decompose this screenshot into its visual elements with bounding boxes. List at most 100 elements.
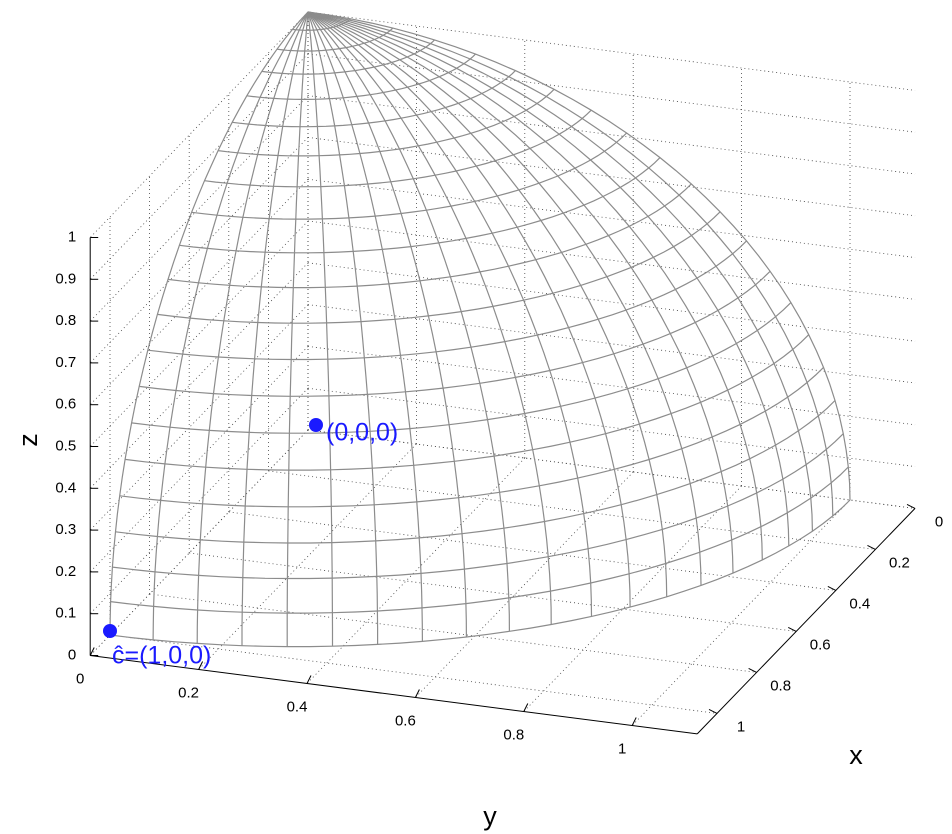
grid-line [89,262,309,489]
mesh-line [307,11,763,560]
tick-mark [523,703,529,712]
z-tick-label: 0.8 [55,312,76,329]
y-tick-label: 0.2 [178,684,199,701]
mesh-line [125,334,810,471]
mesh-line [191,132,628,220]
mesh-line [196,11,309,644]
mesh-line [307,11,734,574]
grid-line [307,346,916,426]
z-tick-label: 0.9 [55,270,76,287]
grid-line [307,95,916,175]
grid-line [631,499,851,726]
grid-line [89,220,309,447]
mesh-line [286,11,309,647]
x-axis-label: x [849,740,863,770]
tick-mark [867,544,876,550]
tick-mark [748,667,757,673]
tick-mark [827,585,837,591]
grid-line [415,471,634,698]
mesh-line [307,11,467,638]
tick-mark [708,708,718,714]
mesh-line [110,466,849,614]
mesh-line [307,11,702,586]
grid-line [89,429,309,656]
mesh-line [307,11,334,647]
z-tick-label: 0.7 [55,354,76,371]
mesh-line [307,11,631,608]
z-tick-label: 0.1 [55,605,76,622]
mesh-line [307,11,790,546]
y-tick-label: 0.6 [395,712,416,729]
annotation: ĉ=(1,0,0) [112,642,211,670]
grid-line [523,485,742,712]
grid-line [89,95,309,322]
grid-line [89,53,309,280]
mesh-line [307,11,593,617]
grid-line [307,53,916,133]
z-tick-label: 1 [68,228,76,245]
tick-mark [414,689,420,698]
grid-line [89,178,309,405]
z-tick-label: 0.4 [55,479,76,496]
mesh-line [204,109,592,188]
grid-line [306,457,526,684]
y-tick-label: 0.4 [287,698,308,715]
grid-line [189,552,797,632]
grid-line [149,593,757,673]
grid-line [89,346,309,573]
y-tick-label: 0 [76,670,84,687]
mesh-line [131,302,792,434]
mesh-line [307,11,834,516]
mesh-line [112,433,844,580]
mesh-line [241,11,309,646]
tick-mark [788,626,797,632]
z-tick-label: 0 [68,646,76,663]
mesh-line [109,499,851,648]
mesh-line [119,366,824,508]
y-tick-label: 0.8 [503,726,524,743]
tick-mark [198,661,204,670]
x-axis [696,508,916,735]
surface-mesh [109,11,851,648]
grid-line [307,178,916,258]
grid-line [89,387,309,614]
tick-mark [906,503,916,509]
z-axis-label: z [13,433,43,447]
grid-line [268,470,876,550]
mesh-line [152,11,309,640]
grid-line [198,443,417,670]
axes: 0 0.1 0.2 0.3 0.4 0.5 0.6 0.7 0.8 0.9 1 0 0.2 0.4 0.6 0… [55,228,943,757]
grid-line [307,220,916,300]
mesh-line [307,11,510,632]
mesh-line [307,11,813,532]
y-axis [90,655,698,735]
mesh-line [307,11,668,597]
point [103,624,117,638]
mesh-line [179,157,661,254]
y-axis-label: y [483,801,497,831]
z-tick-label: 0.3 [55,521,76,538]
z-tick-label: 0.6 [55,396,76,413]
x-tick-label: 0.8 [770,677,791,694]
mesh-line [147,240,747,361]
tick-mark [631,717,637,726]
grid-line [89,304,309,531]
grid-line [89,11,309,238]
x-tick-label: 0.6 [810,636,831,653]
mesh-line [307,11,379,645]
x-tick-label: 0.4 [849,595,870,612]
tick-mark [89,647,95,656]
point [309,418,323,432]
annotation: (0,0,0) [326,419,398,447]
x-tick-label: 1 [737,718,745,735]
grid [89,11,916,726]
mesh-line [307,11,552,625]
y-tick-label: 1 [618,740,626,757]
z-tick-label: 0.5 [55,437,76,454]
grid-line [307,429,916,509]
mesh-line [307,11,423,642]
tick-mark [306,675,312,684]
grid-line [89,137,309,364]
z-tick-label: 0.2 [55,563,76,580]
